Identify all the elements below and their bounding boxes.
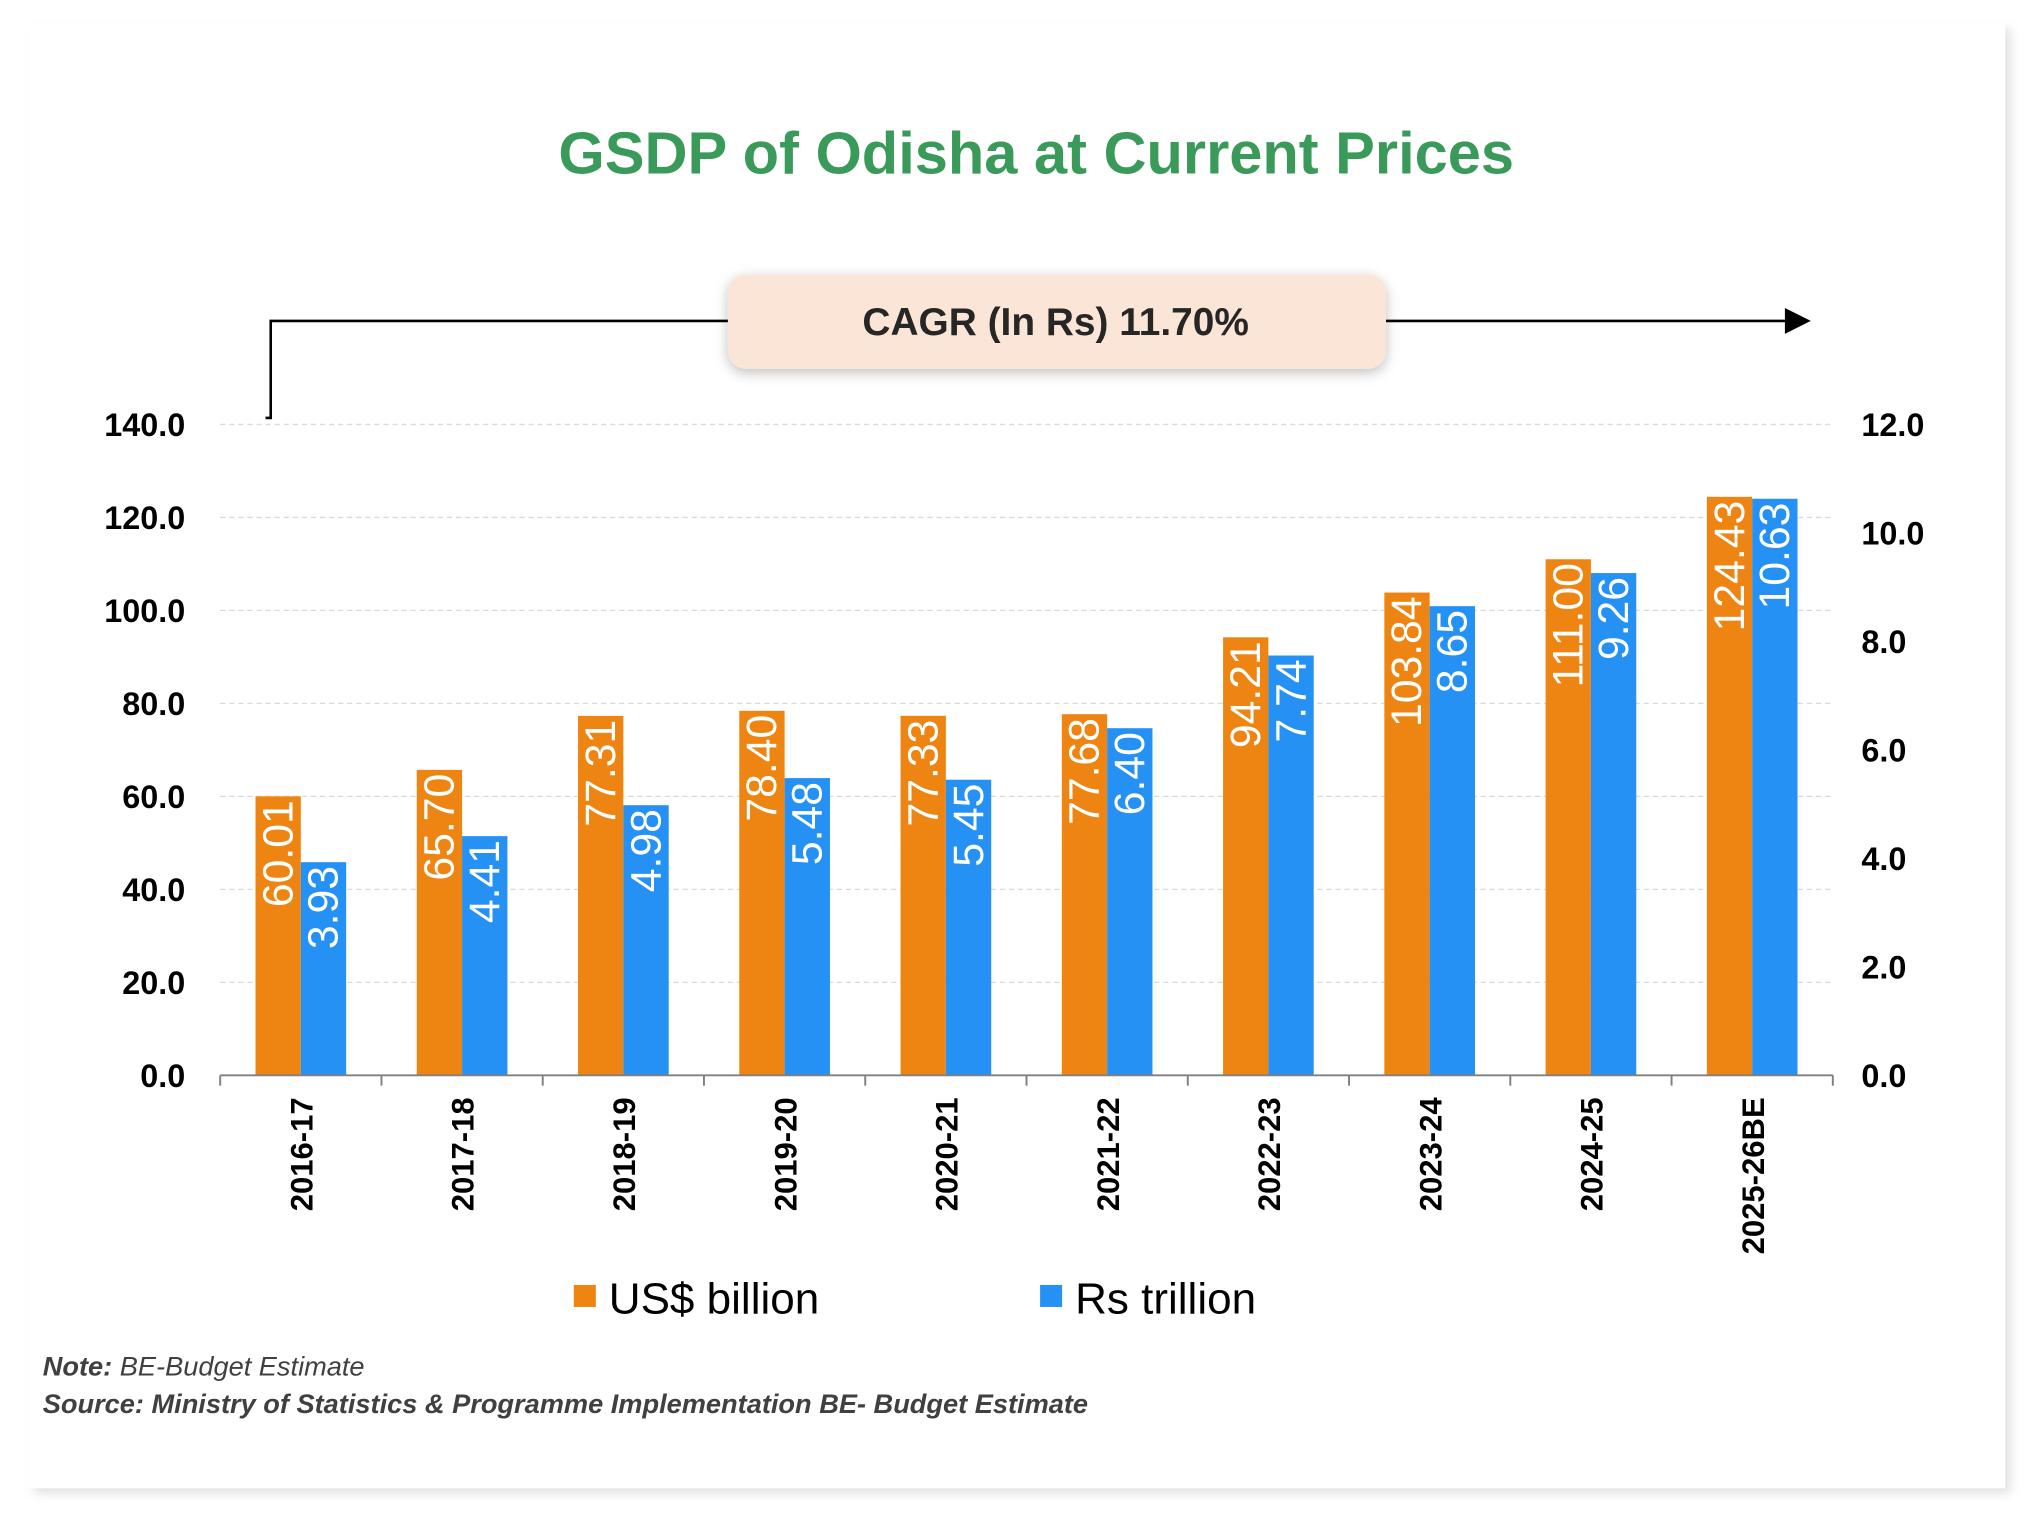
x-tick-label: 2018-19 bbox=[607, 1097, 642, 1211]
x-tick-label: 2022-23 bbox=[1252, 1097, 1287, 1211]
data-label: 111.00 bbox=[1544, 563, 1592, 687]
source: Source: Ministry of Statistics & Program… bbox=[43, 1388, 1088, 1419]
arrow-head-icon bbox=[1784, 307, 1811, 334]
bar-rs bbox=[462, 836, 508, 1076]
x-tick-label: 2021-22 bbox=[1091, 1097, 1126, 1211]
cagr-label: CAGR (In Rs) 11.70% bbox=[862, 301, 1248, 344]
x-tick-label: 2020-21 bbox=[930, 1097, 965, 1211]
bar-usd bbox=[1545, 559, 1591, 1076]
data-label: 6.40 bbox=[1106, 732, 1154, 815]
bar-usd bbox=[1223, 637, 1269, 1076]
y-right-tick-label: 4.0 bbox=[1861, 841, 1906, 877]
data-label: 10.63 bbox=[1751, 503, 1799, 610]
bar-rs bbox=[623, 805, 669, 1076]
x-tick-label: 2025-26BE bbox=[1736, 1097, 1771, 1254]
note-text: BE-Budget Estimate bbox=[112, 1351, 364, 1382]
data-label: 78.40 bbox=[738, 715, 786, 822]
bar-rs bbox=[945, 779, 992, 1076]
bar-usd bbox=[578, 715, 624, 1076]
bar-usd bbox=[416, 769, 463, 1076]
chart-title: GSDP of Odisha at Current Prices bbox=[558, 119, 1514, 186]
data-label: 9.26 bbox=[1590, 577, 1638, 660]
x-tick-label: 2024-25 bbox=[1575, 1097, 1610, 1211]
data-label: 4.41 bbox=[461, 840, 509, 923]
data-label: 5.48 bbox=[784, 782, 832, 865]
data-label: 77.33 bbox=[899, 720, 947, 827]
y-left-tick-label: 60.0 bbox=[122, 779, 185, 815]
data-label: 77.68 bbox=[1061, 718, 1109, 825]
bar-rs bbox=[1107, 728, 1153, 1076]
y-right-tick-label: 2.0 bbox=[1861, 950, 1906, 986]
chart-card bbox=[28, 23, 2006, 1489]
legend-label: US$ billion bbox=[609, 1274, 819, 1323]
cagr-box bbox=[727, 274, 1386, 369]
bar-rs bbox=[1268, 655, 1314, 1076]
y-right-tick-label: 6.0 bbox=[1861, 733, 1906, 769]
data-label: 60.01 bbox=[254, 800, 302, 907]
y-left-tick-label: 20.0 bbox=[122, 965, 185, 1001]
bar-usd bbox=[255, 796, 301, 1076]
note: Note: BE-Budget Estimate bbox=[43, 1351, 365, 1382]
legend-label: Rs trillion bbox=[1075, 1274, 1256, 1323]
y-right-tick-label: 0.0 bbox=[1861, 1058, 1906, 1094]
legend-swatch bbox=[1040, 1284, 1063, 1307]
bar-usd bbox=[1384, 592, 1430, 1076]
legend-swatch bbox=[573, 1284, 596, 1307]
y-left-tick-label: 0.0 bbox=[140, 1058, 185, 1094]
data-label: 3.93 bbox=[300, 866, 348, 949]
data-label: 4.98 bbox=[622, 809, 670, 892]
bar-usd bbox=[739, 710, 785, 1076]
bar-usd bbox=[1706, 496, 1753, 1076]
note-label: Note: bbox=[43, 1351, 112, 1382]
y-left-tick-label: 40.0 bbox=[122, 872, 185, 908]
y-right-tick-label: 8.0 bbox=[1861, 624, 1906, 660]
data-label: 7.74 bbox=[1267, 659, 1315, 742]
bar-rs bbox=[1590, 573, 1637, 1076]
y-left-tick-label: 140.0 bbox=[104, 407, 185, 443]
data-label: 103.84 bbox=[1383, 596, 1431, 727]
y-left-tick-label: 80.0 bbox=[122, 686, 185, 722]
y-left-tick-label: 120.0 bbox=[104, 500, 185, 536]
data-label: 77.31 bbox=[577, 720, 625, 827]
data-label: 65.70 bbox=[416, 774, 464, 881]
y-right-tick-label: 12.0 bbox=[1861, 407, 1924, 443]
x-tick-label: 2023-24 bbox=[1413, 1097, 1448, 1212]
data-label: 8.65 bbox=[1429, 610, 1477, 693]
y-left-tick-label: 100.0 bbox=[104, 593, 185, 629]
data-label: 124.43 bbox=[1706, 501, 1754, 632]
x-tick-label: 2019-20 bbox=[768, 1097, 803, 1211]
bar-rs bbox=[300, 862, 347, 1076]
data-label: 94.21 bbox=[1222, 641, 1270, 748]
bar-rs bbox=[784, 778, 830, 1076]
x-tick-label: 2016-17 bbox=[284, 1097, 319, 1211]
bar-rs bbox=[1429, 606, 1476, 1076]
bar-usd bbox=[900, 715, 946, 1076]
x-tick-label: 2017-18 bbox=[446, 1097, 481, 1211]
y-right-tick-label: 10.0 bbox=[1861, 516, 1924, 552]
cagr-arrow bbox=[265, 319, 1788, 420]
data-label: 5.45 bbox=[945, 784, 993, 867]
bar-rs bbox=[1752, 498, 1798, 1076]
bar-usd bbox=[1061, 714, 1108, 1076]
